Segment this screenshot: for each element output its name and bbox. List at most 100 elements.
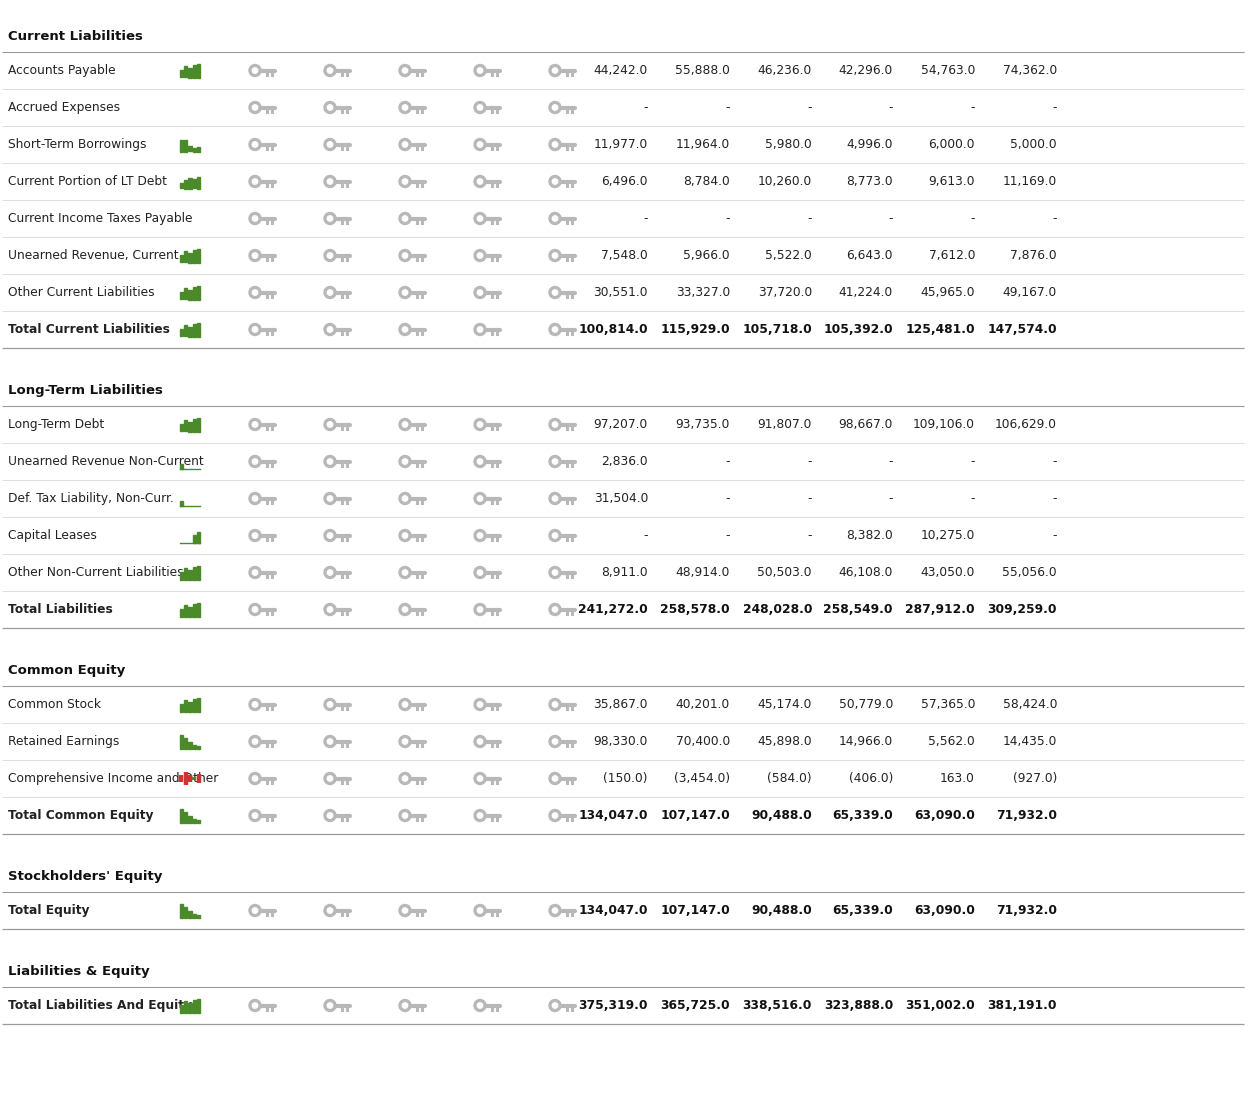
- Circle shape: [402, 776, 408, 781]
- Bar: [183, 251, 187, 262]
- Text: 91,807.0: 91,807.0: [758, 418, 812, 431]
- Circle shape: [399, 699, 411, 711]
- Circle shape: [553, 812, 558, 818]
- Circle shape: [402, 1003, 408, 1008]
- Text: -: -: [644, 529, 648, 542]
- Text: -: -: [725, 455, 730, 468]
- Text: 58,424.0: 58,424.0: [1002, 698, 1057, 711]
- Bar: [188, 570, 192, 579]
- Text: 50,779.0: 50,779.0: [839, 698, 894, 711]
- Circle shape: [324, 102, 336, 114]
- Text: Stockholders' Equity: Stockholders' Equity: [7, 870, 162, 883]
- Text: 338,516.0: 338,516.0: [743, 999, 812, 1012]
- Circle shape: [402, 422, 408, 427]
- Bar: [183, 739, 187, 749]
- Circle shape: [477, 702, 483, 708]
- Text: Accounts Payable: Accounts Payable: [7, 64, 116, 77]
- Circle shape: [399, 418, 411, 431]
- Circle shape: [402, 907, 408, 913]
- Circle shape: [477, 215, 483, 221]
- Text: Unearned Revenue, Current: Unearned Revenue, Current: [7, 249, 178, 262]
- Circle shape: [252, 290, 257, 296]
- Circle shape: [477, 253, 483, 258]
- Text: 45,965.0: 45,965.0: [921, 286, 975, 299]
- Bar: [188, 816, 192, 822]
- Text: 45,174.0: 45,174.0: [758, 698, 812, 711]
- Text: 49,167.0: 49,167.0: [1002, 286, 1057, 299]
- Circle shape: [399, 1000, 411, 1011]
- Text: 40,201.0: 40,201.0: [675, 698, 730, 711]
- Text: Def. Tax Liability, Non-Curr.: Def. Tax Liability, Non-Curr.: [7, 492, 173, 506]
- Text: 90,488.0: 90,488.0: [751, 809, 812, 822]
- Circle shape: [324, 904, 336, 916]
- Text: Accrued Expenses: Accrued Expenses: [7, 102, 120, 114]
- Circle shape: [252, 702, 257, 708]
- Text: Total Liabilities: Total Liabilities: [7, 603, 112, 616]
- Bar: [180, 291, 182, 299]
- Circle shape: [474, 904, 485, 916]
- Bar: [197, 820, 201, 822]
- Circle shape: [474, 772, 485, 785]
- Text: 10,260.0: 10,260.0: [758, 175, 812, 187]
- Circle shape: [553, 776, 558, 781]
- Bar: [197, 176, 201, 189]
- Text: 6,000.0: 6,000.0: [929, 138, 975, 151]
- Text: Total Equity: Total Equity: [7, 904, 90, 917]
- Circle shape: [324, 250, 336, 261]
- Text: 63,090.0: 63,090.0: [914, 904, 975, 917]
- Circle shape: [549, 529, 562, 541]
- Bar: [192, 324, 196, 337]
- Text: 134,047.0: 134,047.0: [579, 809, 648, 822]
- Circle shape: [252, 327, 257, 333]
- Text: 8,773.0: 8,773.0: [846, 175, 894, 187]
- Circle shape: [553, 253, 558, 258]
- Circle shape: [549, 735, 562, 748]
- Circle shape: [474, 529, 485, 541]
- Text: (150.0): (150.0): [604, 772, 648, 785]
- Circle shape: [549, 567, 562, 578]
- Circle shape: [402, 290, 408, 296]
- Circle shape: [402, 327, 408, 333]
- Text: -: -: [889, 102, 894, 114]
- Text: Current Portion of LT Debt: Current Portion of LT Debt: [7, 175, 167, 187]
- Bar: [188, 290, 192, 299]
- Circle shape: [324, 567, 336, 578]
- Text: 11,964.0: 11,964.0: [675, 138, 730, 151]
- Text: 74,362.0: 74,362.0: [1002, 64, 1057, 77]
- Text: -: -: [725, 212, 730, 225]
- Bar: [197, 566, 201, 579]
- Circle shape: [252, 776, 257, 781]
- Circle shape: [549, 809, 562, 821]
- Circle shape: [549, 772, 562, 785]
- Text: 45,898.0: 45,898.0: [758, 735, 812, 748]
- Circle shape: [327, 812, 333, 818]
- Bar: [180, 808, 182, 822]
- Bar: [180, 183, 182, 189]
- Text: 70,400.0: 70,400.0: [675, 735, 730, 748]
- Circle shape: [553, 739, 558, 744]
- Text: 14,435.0: 14,435.0: [1002, 735, 1057, 748]
- Text: 134,047.0: 134,047.0: [579, 904, 648, 917]
- Circle shape: [477, 532, 483, 538]
- Circle shape: [327, 739, 333, 744]
- Text: 241,272.0: 241,272.0: [578, 603, 648, 616]
- Bar: [180, 70, 182, 77]
- Circle shape: [324, 604, 336, 616]
- Text: Capital Leases: Capital Leases: [7, 529, 97, 542]
- Circle shape: [327, 907, 333, 913]
- Text: 8,784.0: 8,784.0: [683, 175, 730, 187]
- Circle shape: [399, 735, 411, 748]
- Bar: [183, 568, 187, 579]
- Circle shape: [477, 812, 483, 818]
- Bar: [197, 915, 201, 917]
- Circle shape: [250, 735, 261, 748]
- Text: Other Non-Current Liabilities: Other Non-Current Liabilities: [7, 566, 183, 579]
- Bar: [180, 704, 182, 712]
- Bar: [188, 146, 192, 152]
- Text: (584.0): (584.0): [768, 772, 812, 785]
- Circle shape: [252, 179, 257, 184]
- Circle shape: [474, 604, 485, 616]
- Bar: [183, 907, 187, 917]
- Circle shape: [399, 324, 411, 336]
- Circle shape: [553, 327, 558, 333]
